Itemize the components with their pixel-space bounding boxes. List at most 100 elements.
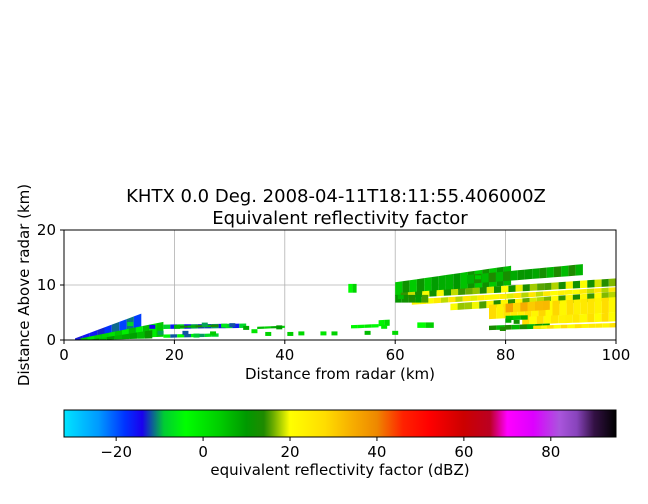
echo-gate (187, 325, 196, 328)
echo-gate (451, 288, 459, 296)
echo-gate (429, 290, 437, 297)
echo-gate (472, 287, 480, 295)
echo-gate (579, 288, 587, 294)
echo-region (411, 287, 616, 305)
echo-gate (503, 271, 511, 282)
echo-gate (106, 335, 115, 340)
echo-gate (595, 323, 603, 328)
echo-region (378, 319, 390, 327)
echo-gate (532, 268, 540, 279)
echo-speckle (127, 322, 134, 327)
echo-gate (520, 302, 528, 312)
colorbar-tick-label: 40 (367, 443, 386, 461)
echo-gate (477, 295, 485, 301)
echo-gate (352, 283, 357, 293)
echo-gate (574, 324, 582, 329)
echo-gate (371, 324, 379, 328)
echo-gate (608, 278, 616, 287)
y-tick-label: 0 (46, 331, 56, 349)
echo-gate (572, 280, 581, 289)
y-tick-label: 20 (37, 221, 56, 239)
echo-gate (351, 324, 358, 329)
echo-speckle (174, 324, 181, 329)
echo-gate (195, 325, 204, 328)
echo-gate (522, 284, 530, 292)
echo-gate (601, 278, 609, 287)
echo-gate (137, 331, 145, 339)
echo-gate (445, 274, 454, 292)
echo-gate (553, 324, 561, 329)
echo-speckle (513, 319, 520, 324)
colorbar-label: equivalent reflectivity factor (dBZ) (210, 461, 469, 479)
echo-gate (424, 277, 432, 294)
echo-gate (271, 326, 278, 329)
echo-gate (608, 287, 616, 293)
echo-gate (99, 337, 107, 340)
echo-gate (557, 290, 565, 296)
echo-gate (486, 286, 494, 294)
echo-gate (416, 278, 425, 294)
colorbar-tick-label: 0 (198, 443, 208, 461)
echo-speckle (229, 323, 236, 328)
echo-gate (348, 283, 353, 293)
echo-gate (587, 313, 595, 323)
echo-gate (580, 280, 588, 289)
echo-gate (505, 303, 513, 313)
chart-title-line-2: Equivalent reflectivity factor (212, 208, 468, 229)
echo-gate (408, 294, 416, 303)
echo-gate (496, 303, 504, 319)
y-axis-ticks: 0 10 20 (37, 221, 64, 349)
x-axis-ticks: 0 20 40 60 80 100 (59, 340, 630, 364)
echo-speckle (157, 330, 164, 335)
echo-gate (75, 335, 83, 340)
x-tick-label: 80 (496, 346, 515, 364)
echo-speckle (243, 325, 250, 330)
echo-speckle (392, 330, 399, 335)
echo-gate (210, 324, 219, 327)
x-tick-label: 100 (602, 346, 631, 364)
echo-gate (527, 301, 535, 312)
echo-gate (364, 324, 372, 328)
echo-gate (204, 333, 212, 337)
echo-gate (540, 325, 547, 329)
echo-gate (357, 324, 365, 329)
echo-gate (561, 265, 569, 277)
echo-gate (537, 283, 545, 291)
echo-gate (594, 279, 602, 288)
echo-gate (163, 324, 171, 329)
echo-gate (511, 324, 520, 330)
echo-gate (565, 281, 573, 289)
echo-gate (608, 297, 616, 313)
echo-gate (601, 312, 609, 322)
echo-gate (460, 271, 468, 290)
chart-title-line-1: KHTX 0.0 Deg. 2008-04-11T18:11:55.406000… (126, 186, 546, 207)
echo-speckle (276, 325, 283, 330)
echo-speckle (201, 322, 208, 327)
echo-gate (519, 324, 527, 330)
echo-gate (467, 274, 475, 284)
echo-gate (601, 287, 609, 293)
echo-gate (448, 296, 456, 303)
echo-gate (551, 315, 559, 324)
echo-gate (453, 273, 461, 291)
echo-gate (450, 303, 458, 311)
echo-speckle (505, 318, 512, 323)
echo-region (505, 300, 550, 313)
colorbar-tick-label: 80 (541, 443, 560, 461)
echo-gate (520, 315, 528, 320)
echo-gate (535, 300, 543, 311)
echo-gate (543, 291, 551, 297)
x-tick-label: 0 (59, 346, 69, 364)
echo-gate (544, 282, 552, 291)
echo-gate (560, 324, 568, 329)
echo-gate (481, 273, 489, 283)
echo-gate (144, 330, 153, 339)
echo-speckle (364, 330, 371, 335)
echo-gate (87, 335, 95, 340)
echo-gate (80, 337, 88, 340)
echo-speckle (193, 333, 200, 338)
echo-gate (594, 298, 602, 314)
echo-gate (546, 266, 554, 278)
echo-gate (479, 301, 487, 309)
